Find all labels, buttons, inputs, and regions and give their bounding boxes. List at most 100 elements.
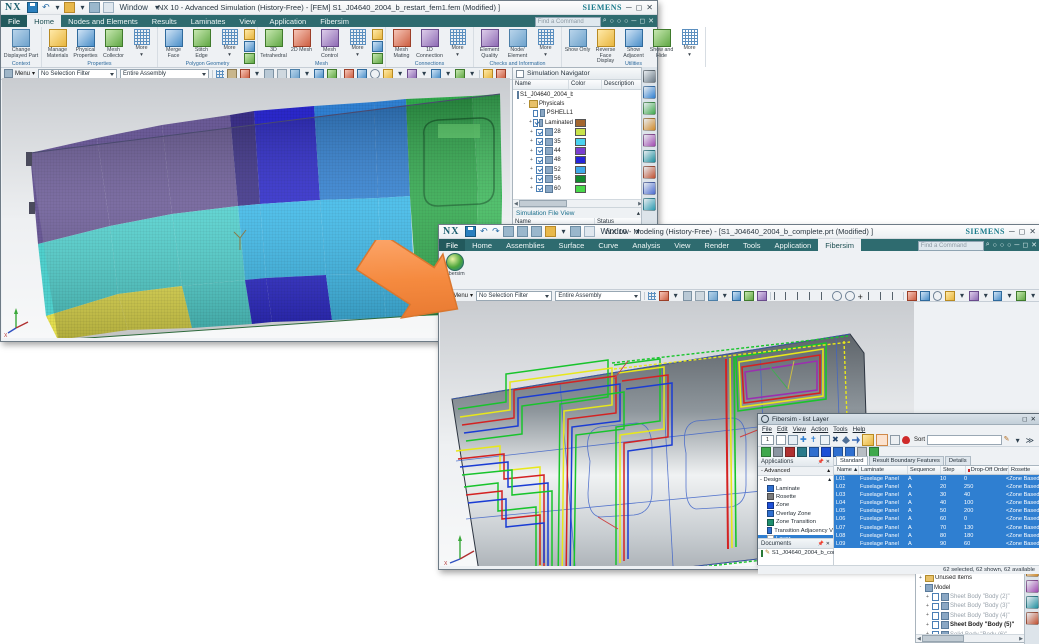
new-icon[interactable] bbox=[776, 435, 786, 445]
render-icon[interactable] bbox=[327, 68, 338, 79]
color-swatch[interactable] bbox=[575, 184, 586, 193]
tree-row[interactable]: + Unused Items bbox=[916, 574, 1024, 583]
change-displayed-part-button[interactable]: Change Displayed Part bbox=[3, 28, 39, 59]
expander-icon[interactable]: + bbox=[530, 166, 533, 173]
mesh-mating-button[interactable]: Mesh Mating bbox=[388, 28, 415, 59]
grid-cell-dropoff[interactable]: 180 bbox=[964, 532, 974, 539]
checkbox-icon[interactable] bbox=[931, 612, 939, 620]
fibersim-left-column[interactable]: Applications 📌 ✕ - Advanced ▴ - Design ▴… bbox=[758, 457, 846, 565]
search-icon[interactable]: ⌕ bbox=[985, 241, 990, 248]
fibersim-button[interactable]: Fibersim bbox=[441, 252, 468, 278]
column-header-name[interactable]: Name bbox=[513, 80, 569, 89]
ribbon-window-controls[interactable]: ─ ◻ ✕ bbox=[1014, 239, 1039, 251]
element-quality-button[interactable]: Element Quality bbox=[476, 28, 503, 59]
checkbox-icon[interactable] bbox=[533, 119, 538, 127]
generic-icon-2[interactable] bbox=[570, 226, 582, 237]
grid-cell-step[interactable]: 20 bbox=[940, 484, 947, 491]
more-button[interactable]: More ▾ bbox=[344, 28, 371, 58]
ribbon-ctrl-icon[interactable]: ─ bbox=[1014, 241, 1020, 249]
ribbon-ctrl-icon[interactable]: ✕ bbox=[648, 18, 654, 25]
sweep-icon[interactable] bbox=[372, 29, 383, 40]
grid-cell-dropoff[interactable]: 0 bbox=[964, 476, 968, 482]
documents-pin-icon[interactable]: 📌 bbox=[817, 540, 824, 547]
2d-mesh-button[interactable]: 2D Mesh bbox=[288, 28, 315, 54]
window-menu-label-2[interactable]: Window bbox=[600, 227, 629, 236]
window-menu-label[interactable]: Window bbox=[119, 3, 148, 12]
sort-input[interactable] bbox=[927, 435, 1002, 445]
fibersim-tab-standard[interactable]: Standard bbox=[836, 456, 868, 465]
help-icon[interactable] bbox=[1026, 596, 1039, 609]
visibility-icon[interactable] bbox=[314, 68, 325, 79]
grid-cell-sequence[interactable]: A bbox=[908, 492, 912, 499]
wire-cube-icon[interactable] bbox=[876, 434, 888, 446]
window-menu-icon-2[interactable] bbox=[584, 226, 596, 237]
plot-icon[interactable] bbox=[64, 2, 76, 13]
layer-dropdown-icon[interactable]: ▾ bbox=[470, 69, 475, 78]
copy-icon[interactable] bbox=[788, 435, 798, 445]
window-menu-dropdown-icon[interactable]: ▾ bbox=[154, 3, 159, 12]
grid-cell-sequence[interactable]: A bbox=[908, 500, 912, 507]
1d-connection-button[interactable]: 1D Connection bbox=[416, 28, 443, 59]
more-button[interactable]: More ▾ bbox=[128, 28, 155, 58]
bracket-icon[interactable] bbox=[890, 435, 900, 445]
applications-close-icon[interactable]: ✕ bbox=[825, 458, 830, 465]
more-dropdown-icon[interactable]: ▾ bbox=[688, 51, 691, 58]
transfer-icon[interactable] bbox=[852, 436, 860, 444]
quick-access-toolbar-2[interactable]: ↶ ↷ ▾ Window ▾ bbox=[463, 226, 641, 237]
expander-icon[interactable]: + bbox=[926, 602, 929, 609]
face-dropdown-icon[interactable]: ▾ bbox=[255, 69, 260, 78]
menu-action[interactable]: Action bbox=[810, 426, 829, 433]
application-item[interactable]: Zone bbox=[758, 501, 833, 509]
grid-cell-name[interactable]: L08 bbox=[836, 532, 846, 539]
expander-icon[interactable]: + bbox=[530, 185, 533, 192]
dot-icon[interactable] bbox=[244, 29, 255, 40]
shading-icon[interactable] bbox=[383, 68, 394, 79]
display-icon[interactable]: ○ bbox=[992, 241, 997, 249]
menu-button[interactable]: Menu ▾ bbox=[4, 69, 35, 78]
tab-laminates[interactable]: Laminates bbox=[190, 16, 226, 26]
part-navigator-hscrollbar[interactable]: ◀ ▶ bbox=[916, 634, 1024, 642]
tree-row[interactable]: + Sheet Body "Body (4)" bbox=[916, 611, 1024, 620]
orientation-icon[interactable] bbox=[431, 68, 442, 79]
grid-cell-sequence[interactable]: A bbox=[908, 508, 912, 515]
rotate-icon-2[interactable] bbox=[932, 290, 943, 301]
tree-row[interactable]: + Laminated bbox=[513, 118, 643, 127]
undo-icon[interactable]: ↶ bbox=[42, 2, 50, 12]
layer-dropdown-icon-2[interactable]: ▾ bbox=[1031, 291, 1036, 300]
layer-visible-icon-2[interactable] bbox=[1016, 290, 1027, 301]
grid-cell-name[interactable]: L01 bbox=[836, 476, 846, 482]
panel-pin-icon[interactable] bbox=[516, 69, 524, 78]
grid-cell-sequence[interactable]: A bbox=[908, 524, 912, 531]
orientation-icon-2[interactable] bbox=[992, 290, 1003, 301]
color-icon-2[interactable] bbox=[969, 290, 979, 301]
blue-block2-icon[interactable] bbox=[821, 447, 831, 457]
shading-dropdown-icon[interactable]: ▾ bbox=[398, 69, 403, 78]
grid-cell-rosette[interactable]: <Zone Based> bbox=[1006, 500, 1039, 507]
window1-viewport[interactable]: X bbox=[2, 78, 510, 338]
more-dropdown-icon[interactable]: ▾ bbox=[356, 51, 359, 58]
paste-icon-2[interactable] bbox=[531, 226, 543, 237]
orientation-dropdown-icon-2[interactable]: ▾ bbox=[1007, 291, 1012, 300]
window1-titlebar[interactable]: NX ↶ ▾ ▾ Window ▾ NX 10 - Advanced Simul… bbox=[1, 1, 657, 15]
select-curve-icon[interactable] bbox=[227, 68, 238, 79]
expander-icon[interactable]: + bbox=[926, 612, 929, 619]
tab-home[interactable]: Home bbox=[27, 15, 62, 27]
window1-selection-toolbar[interactable]: Menu ▾ No Selection Filter Entire Assemb… bbox=[1, 68, 657, 80]
grid-cell-rosette[interactable]: <Zone Based> bbox=[1006, 516, 1039, 523]
grid-cell-dropoff[interactable]: 0 bbox=[964, 516, 968, 523]
more-button[interactable]: More ▾ bbox=[676, 28, 703, 58]
grid-cell-dropoff[interactable]: 250 bbox=[964, 484, 974, 491]
color-swatch[interactable] bbox=[575, 118, 586, 127]
advanced-collapse-icon[interactable]: ▴ bbox=[827, 468, 830, 474]
grid-cell-step[interactable]: 30 bbox=[940, 492, 947, 499]
spline-icon[interactable] bbox=[797, 291, 806, 300]
navigator-hscrollbar[interactable]: ◀ ▶ bbox=[513, 199, 643, 207]
mesh-navigator-icon[interactable] bbox=[643, 134, 656, 147]
c-icon[interactable] bbox=[785, 447, 795, 457]
fibersim-tabs[interactable]: Standard Result Boundary Features Details bbox=[834, 456, 1039, 466]
fillet-icon[interactable] bbox=[808, 291, 818, 300]
delete-icon[interactable]: ✖ bbox=[832, 435, 839, 444]
tab-application[interactable]: Application bbox=[774, 240, 812, 250]
window2-controls[interactable]: ─ ◻ ✕ bbox=[1009, 227, 1039, 236]
